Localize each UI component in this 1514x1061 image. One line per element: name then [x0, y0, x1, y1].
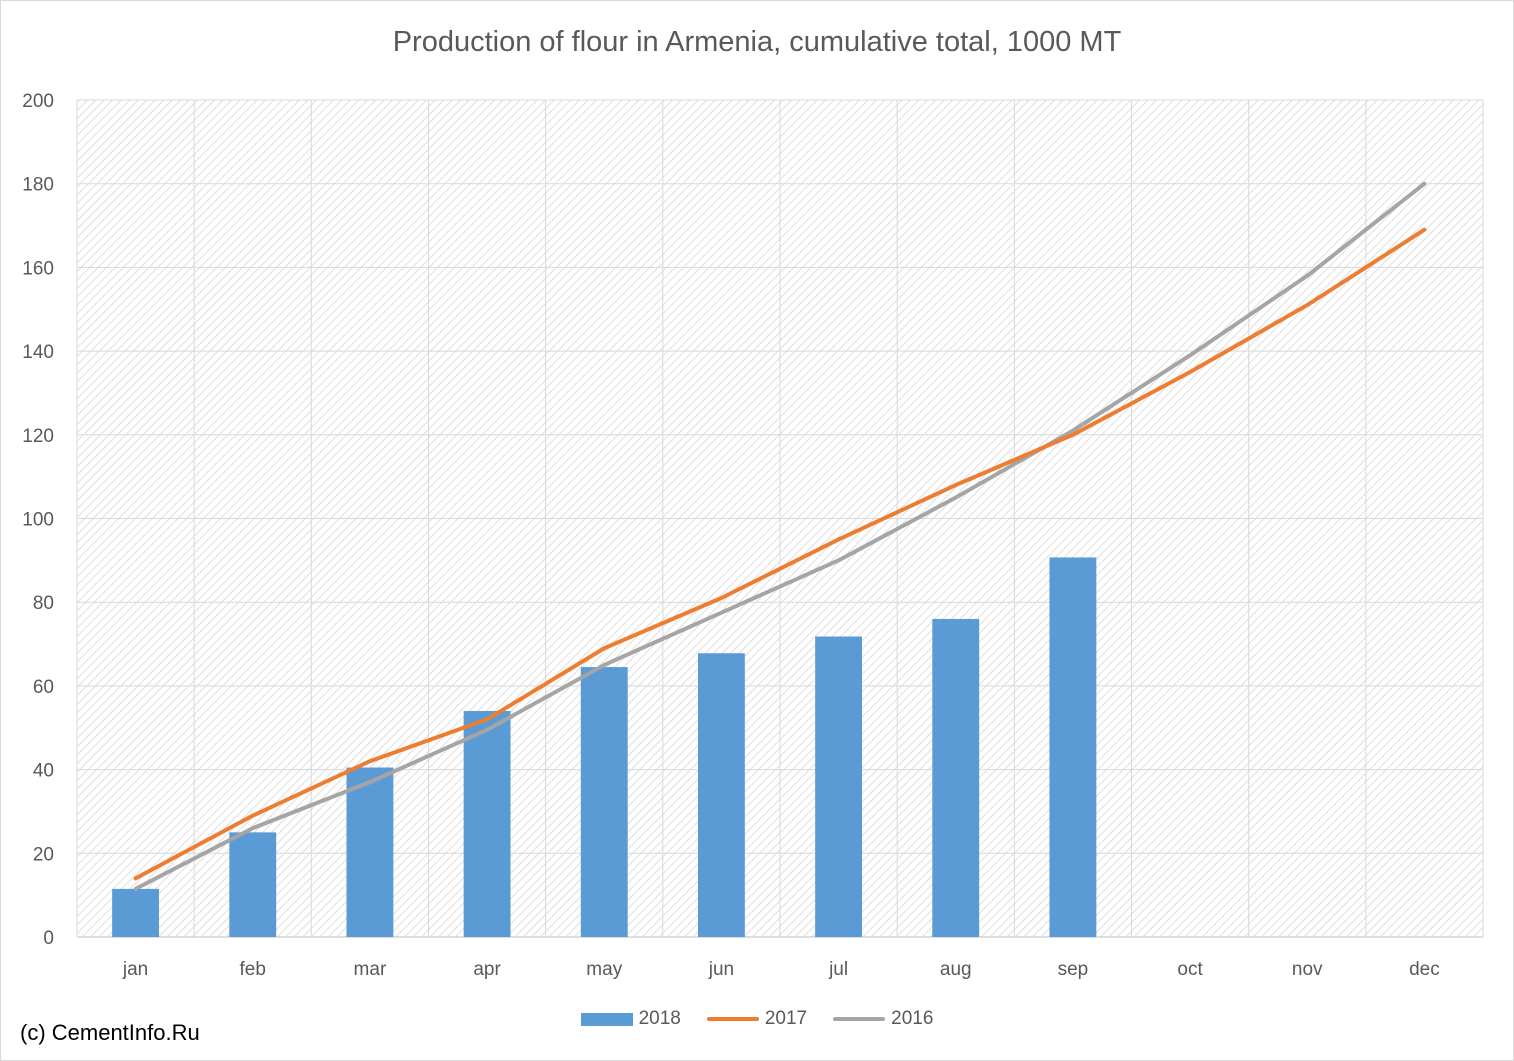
x-tick-label-jul: jul [828, 959, 848, 980]
legend: 2018 2017 2016 [0, 1008, 1514, 1030]
x-tick-label-may: may [586, 959, 622, 980]
legend-item-2018: 2018 [580, 1008, 681, 1030]
legend-swatch-2018 [580, 1012, 633, 1026]
bar-2018-apr [463, 711, 511, 937]
line-series [133, 181, 1427, 891]
bar-2018-jan [112, 888, 160, 937]
y-tick-label-40: 40 [33, 761, 54, 782]
x-tick-label-sep: sep [1058, 959, 1089, 980]
line-2016 [133, 181, 1427, 891]
x-tick-label-apr: apr [473, 959, 501, 980]
legend-label-2018: 2018 [638, 1008, 681, 1029]
x-tick-label-jan: jan [122, 959, 148, 980]
bar-2018-jul [815, 636, 863, 937]
legend-swatch-2017 [706, 1017, 759, 1021]
line-2017 [133, 227, 1427, 881]
y-tick-label-60: 60 [33, 677, 54, 698]
y-tick-label-80: 80 [33, 593, 54, 614]
y-tick-label-120: 120 [22, 426, 54, 447]
legend-item-2017: 2017 [706, 1008, 808, 1030]
legend-swatch-2016 [833, 1017, 886, 1021]
x-tick-label-feb: feb [240, 959, 266, 980]
legend-label-2016: 2016 [891, 1008, 934, 1029]
y-tick-label-20: 20 [33, 844, 54, 865]
bar-2018-feb [229, 832, 277, 937]
bar-2018-sep [1049, 557, 1097, 937]
bar-2018-mar [346, 767, 394, 937]
bar-series [112, 557, 1097, 937]
chart-title: Production of flour in Armenia, cumulati… [392, 26, 1122, 58]
y-axis-ticks: 0 20 40 60 80 100 120 140 160 180 200 [22, 91, 54, 949]
y-tick-label-0: 0 [43, 928, 54, 949]
y-tick-label-140: 140 [22, 342, 54, 363]
y-tick-label-180: 180 [22, 175, 54, 196]
copyright-notice: (c) CementInfo.Ru [20, 1020, 200, 1045]
legend-item-2016: 2016 [833, 1008, 933, 1030]
x-tick-label-dec: dec [1409, 959, 1440, 980]
y-tick-label-100: 100 [22, 510, 54, 531]
x-axis-ticks: jan feb mar apr may jun jul aug sep oct nov dec [122, 959, 1440, 980]
gridlines [76, 99, 1484, 938]
x-tick-label-nov: nov [1292, 959, 1323, 980]
bar-2018-may [580, 667, 628, 937]
y-tick-label-160: 160 [22, 258, 54, 279]
x-tick-label-jun: jun [708, 959, 734, 980]
legend-label-2017: 2017 [764, 1008, 808, 1029]
y-tick-label-200: 200 [22, 91, 54, 112]
x-tick-label-oct: oct [1177, 959, 1203, 980]
x-tick-label-aug: aug [940, 959, 972, 980]
bar-2018-jun [697, 653, 745, 937]
bar-2018-aug [932, 618, 980, 937]
x-tick-label-mar: mar [354, 959, 387, 980]
